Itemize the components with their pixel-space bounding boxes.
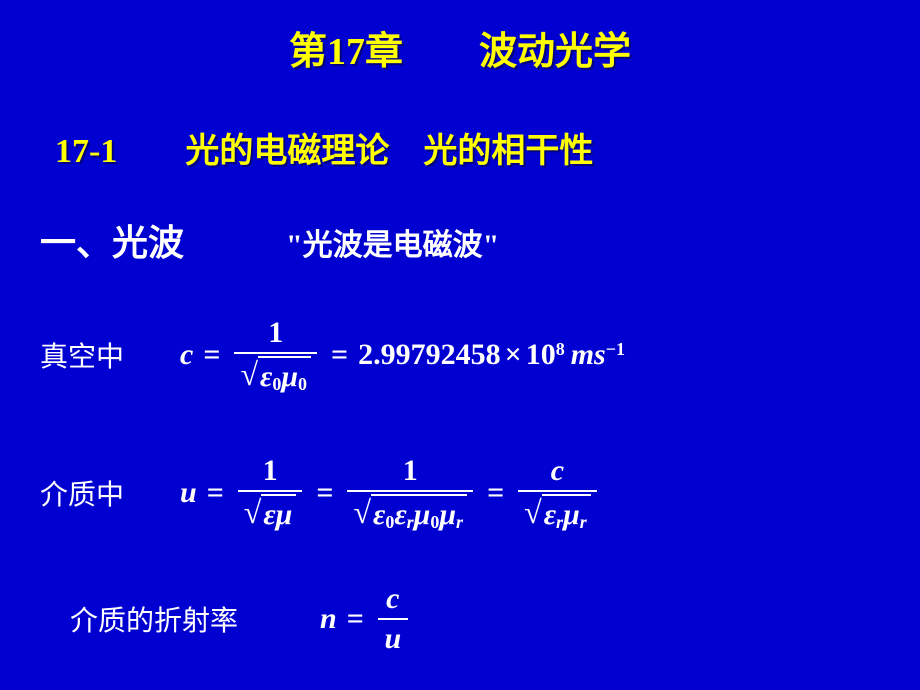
chapter-title: 第17章 波动光学 <box>0 0 920 75</box>
eps0b: ε <box>373 498 385 532</box>
den-sqrt-ermur: √ εr μr <box>518 490 597 532</box>
equals-3: = <box>207 476 224 510</box>
srb: r <box>456 512 463 533</box>
formula-refractive: n = c u <box>320 582 412 656</box>
row-vacuum: 真空中 c = 1 √ ε0 μ0 = 2.99792458 × 108 ms−… <box>0 266 920 394</box>
var-mu0: μ <box>281 360 298 394</box>
num-c2: c <box>378 582 408 618</box>
sub-0b: 0 <box>298 374 307 395</box>
mu: μ <box>276 498 293 532</box>
mur2: μ <box>563 498 580 532</box>
unit-ms: ms <box>571 338 606 372</box>
base-10: 10 <box>526 338 556 372</box>
formula-vacuum: c = 1 √ ε0 μ0 = 2.99792458 × 108 ms−1 <box>180 316 625 394</box>
den-sqrt-four: √ ε0 εr μ0 μr <box>347 490 473 532</box>
label-refractive: 介质的折射率 <box>40 599 320 639</box>
var-u: u <box>180 476 197 510</box>
subsection-quote: "光波是电磁波" <box>286 220 499 264</box>
sra: r <box>407 512 414 533</box>
unit-exp: −1 <box>606 339 625 360</box>
num-1a: 1 <box>255 454 285 490</box>
sub-0: 0 <box>272 374 281 395</box>
equals-6: = <box>347 602 364 636</box>
equals-icon-2: = <box>331 338 348 372</box>
frac-1-sqrt-em: 1 √ εμ <box>238 454 303 532</box>
var-n: n <box>320 602 337 636</box>
row-medium: 介质中 u = 1 √ εμ = 1 √ ε0 εr μ0 μr = <box>0 394 920 532</box>
fraction-1-over-sqrt: 1 √ ε0 μ0 <box>234 316 317 394</box>
den-sqrt-em: √ εμ <box>238 490 303 532</box>
num-c: c <box>542 454 572 490</box>
mur: μ <box>439 498 456 532</box>
equals-4: = <box>316 476 333 510</box>
label-vacuum: 真空中 <box>40 335 180 375</box>
eps: ε <box>263 498 275 532</box>
subsection-label: 一、光波 <box>40 214 184 266</box>
subsection-heading: 一、光波 "光波是电磁波" <box>0 172 920 266</box>
var-eps0: ε <box>260 360 272 394</box>
speed-value: 2.99792458 <box>358 338 501 372</box>
numerator-1: 1 <box>261 316 291 352</box>
den-u: u <box>378 618 408 656</box>
mu0b: μ <box>414 498 431 532</box>
equals-icon: = <box>203 338 220 372</box>
var-c: c <box>180 338 193 372</box>
equals-5: = <box>487 476 504 510</box>
epsr: ε <box>394 498 406 532</box>
frac-c-u: c u <box>378 582 408 656</box>
formula-medium: u = 1 √ εμ = 1 √ ε0 εr μ0 μr = c <box>180 454 601 532</box>
frac-c-sqrt-er-mur: c √ εr μr <box>518 454 597 532</box>
label-medium: 介质中 <box>40 473 180 513</box>
sqrt-icon: √ ε0 μ0 <box>240 356 311 394</box>
exp-8: 8 <box>556 339 565 360</box>
row-refractive: 介质的折射率 n = c u <box>0 532 920 656</box>
times-icon: × <box>505 338 522 372</box>
denominator-sqrt: √ ε0 μ0 <box>234 352 317 394</box>
sr2a: r <box>556 512 563 533</box>
epsr2: ε <box>544 498 556 532</box>
sr2b: r <box>580 512 587 533</box>
section-heading: 17-1 光的电磁理论 光的相干性 <box>0 75 920 172</box>
s0b: 0 <box>430 512 439 533</box>
num-1b: 1 <box>395 454 425 490</box>
frac-1-sqrt-four: 1 √ ε0 εr μ0 μr <box>347 454 473 532</box>
s0a: 0 <box>385 512 394 533</box>
